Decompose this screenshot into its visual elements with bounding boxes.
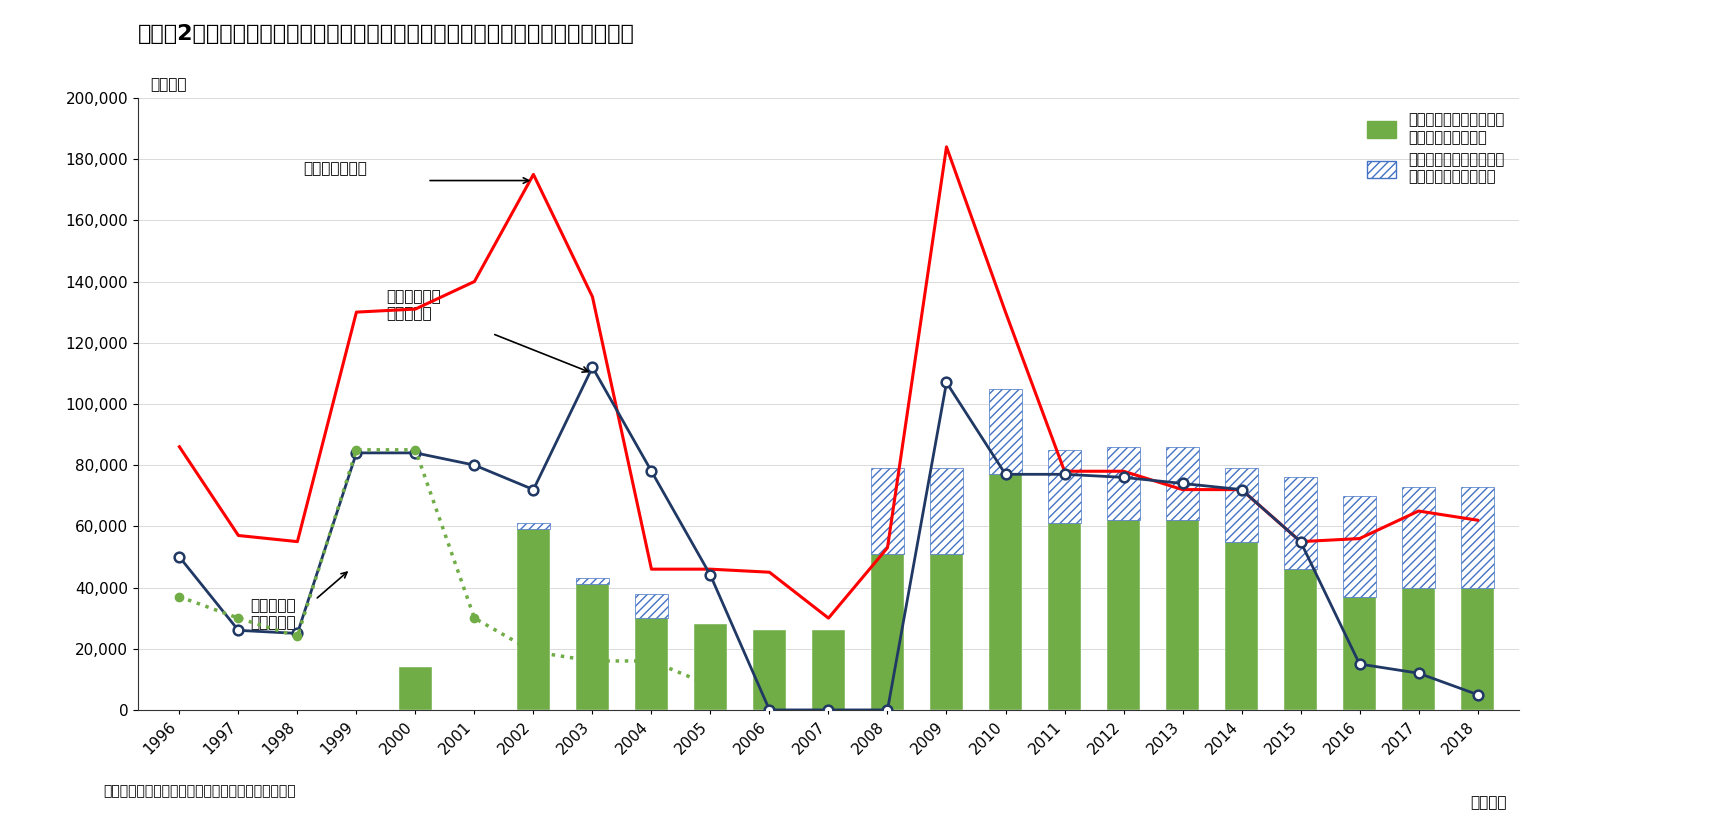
- Bar: [399, 667, 432, 710]
- Bar: [872, 554, 904, 710]
- Text: （資料）　総務省「地方財政計画」に基づいて作成: （資料） 総務省「地方財政計画」に基づいて作成: [104, 785, 297, 799]
- Bar: [1225, 468, 1258, 542]
- Bar: [1284, 570, 1317, 710]
- Bar: [989, 388, 1022, 474]
- Bar: [872, 468, 904, 554]
- Bar: [1343, 596, 1376, 710]
- Bar: [1462, 486, 1493, 588]
- Bar: [576, 579, 609, 584]
- Bar: [1225, 542, 1258, 710]
- Bar: [1108, 521, 1139, 710]
- Bar: [930, 468, 963, 554]
- Bar: [1048, 450, 1080, 523]
- Text: 交付税特会
の新規借入: 交付税特会 の新規借入: [250, 598, 295, 630]
- Bar: [576, 584, 609, 710]
- Text: 図表－2　「地方財源不足額」と解消策としての臨時財政対策債発行可能額の推移: 図表－2 「地方財源不足額」と解消策としての臨時財政対策債発行可能額の推移: [138, 24, 635, 45]
- Text: 地方財源不足額: 地方財源不足額: [304, 161, 368, 176]
- Bar: [1402, 486, 1434, 588]
- Bar: [930, 554, 963, 710]
- Bar: [1167, 521, 1200, 710]
- Bar: [989, 474, 1022, 710]
- Bar: [753, 630, 785, 710]
- Bar: [1462, 588, 1493, 710]
- Bar: [635, 594, 668, 619]
- Bar: [1402, 588, 1434, 710]
- Bar: [1108, 447, 1139, 521]
- Bar: [694, 624, 727, 710]
- Bar: [1048, 523, 1080, 710]
- Text: うち折半対象
財源不足額: うち折半対象 財源不足額: [387, 289, 440, 322]
- Bar: [1167, 447, 1200, 521]
- Bar: [1284, 477, 1317, 570]
- Bar: [1343, 495, 1376, 596]
- Text: （年度）: （年度）: [1471, 796, 1507, 810]
- Bar: [518, 523, 549, 530]
- Bar: [518, 530, 549, 710]
- Bar: [813, 630, 844, 710]
- Legend: 臨時財政対策債（折半対
象財源不足対応分）, 臨時財政対策債（折半対
象前財源不足対応分）: 臨時財政対策債（折半対 象財源不足対応分）, 臨時財政対策債（折半対 象前財源不…: [1360, 105, 1512, 192]
- Text: （億円）: （億円）: [150, 77, 186, 91]
- Bar: [635, 619, 668, 710]
